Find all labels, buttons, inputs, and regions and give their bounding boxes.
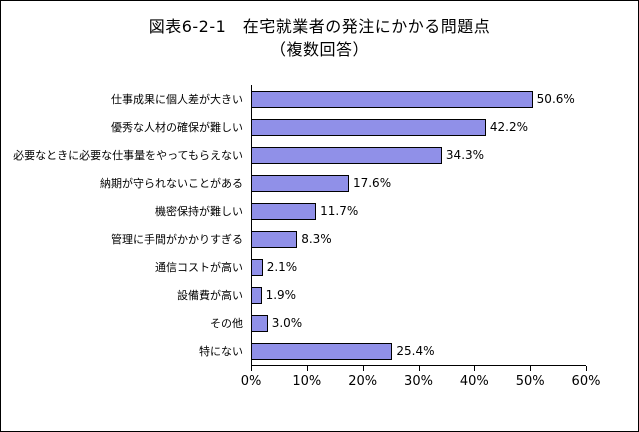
x-axis-tick [362, 366, 364, 371]
bar-track: 50.6% [251, 85, 585, 113]
bar [251, 202, 317, 220]
bar-track: 8.3% [251, 225, 585, 253]
bar-track: 42.2% [251, 113, 585, 141]
category-label: 通信コストが高い [155, 261, 243, 274]
x-axis-tick [530, 366, 532, 371]
x-axis-tick [474, 366, 476, 371]
x-axis-tick-label: 50% [515, 374, 545, 389]
value-label: 3.0% [271, 316, 303, 330]
bar-track: 2.1% [251, 253, 585, 281]
x-axis-tick [418, 366, 420, 371]
x-axis: 0% 10% 20% 30% 40% 50% 60% [241, 365, 600, 394]
category-label: 仕事成果に個人差が大きい [111, 93, 243, 106]
bars-container: 仕事成果に個人差が大きい 50.6% 優秀な人材の確保が難しい 42.2% 必要なときに… [1, 85, 638, 365]
bar [251, 314, 268, 332]
x-axis-tick [251, 366, 252, 371]
x-axis-tick-label: 30% [404, 374, 433, 389]
bar [251, 118, 486, 136]
chart-title: 図表6-2-1 在宅就業者の発注にかかる問題点 （複数回答） [1, 1, 638, 61]
bar-track: 17.6% [251, 169, 585, 197]
category-label: 特にない [199, 345, 243, 358]
bar-row: 優秀な人材の確保が難しい 42.2% [1, 113, 638, 141]
chart-title-line-1: 図表6-2-1 在宅就業者の発注にかかる問題点 [148, 17, 491, 36]
category-label: 優秀な人材の確保が難しい [111, 121, 243, 134]
category-label: 設備費が高い [177, 289, 243, 302]
x-axis-tick-label: 40% [459, 374, 489, 389]
category-label: 管理に手間がかかりすぎる [111, 233, 243, 246]
bar-track: 34.3% [251, 141, 585, 169]
bar-row: 特にない 25.4% [1, 337, 638, 365]
x-axis-tick [306, 366, 308, 371]
bar [251, 342, 393, 360]
value-label: 1.9% [265, 288, 297, 302]
bar-row: その他 3.0% [1, 309, 638, 337]
value-label: 17.6% [352, 176, 392, 190]
bar-track: 25.4% [251, 337, 585, 365]
bar-track: 1.9% [251, 281, 585, 309]
bar [251, 230, 298, 248]
x-axis-tick-label: 10% [292, 374, 322, 389]
x-axis-tick-label: 20% [348, 374, 378, 389]
chart-title-line-2: （複数回答） [269, 40, 369, 59]
x-axis-tick-label: 60% [571, 374, 601, 389]
bar-row: 必要なときに必要な仕事量をやってもらえない 34.3% [1, 141, 638, 169]
x-axis-tick-label: 0% [240, 374, 262, 389]
bar-track: 3.0% [251, 309, 585, 337]
bar-row: 納期が守られないことがある 17.6% [1, 169, 638, 197]
y-axis-line [251, 85, 252, 366]
value-label: 2.1% [266, 260, 298, 274]
category-label: 必要なときに必要な仕事量をやってもらえない [13, 149, 243, 162]
bar [251, 286, 262, 304]
value-label: 34.3% [445, 148, 485, 162]
bar [251, 258, 263, 276]
value-label: 25.4% [396, 344, 435, 358]
bar [251, 146, 442, 164]
bar [251, 174, 349, 192]
value-label: 8.3% [301, 232, 332, 246]
x-axis-tick [586, 366, 587, 371]
category-label: 納期が守られないことがある [100, 177, 243, 190]
bar-row: 仕事成果に個人差が大きい 50.6% [1, 85, 638, 113]
bar [251, 90, 533, 108]
bar-track: 11.7% [251, 197, 585, 225]
plot-area: 仕事成果に個人差が大きい 50.6% 優秀な人材の確保が難しい 42.2% 必要なときに… [1, 85, 638, 394]
value-label: 11.7% [320, 204, 359, 218]
bar-row: 設備費が高い 1.9% [1, 281, 638, 309]
bar-row: 管理に手間がかかりすぎる 8.3% [1, 225, 638, 253]
bar-row: 通信コストが高い 2.1% [1, 253, 638, 281]
value-label: 42.2% [489, 120, 529, 134]
category-label: 機密保持が難しい [155, 205, 243, 218]
value-label: 50.6% [536, 92, 575, 106]
bar-row: 機密保持が難しい 11.7% [1, 197, 638, 225]
category-label: その他 [210, 317, 243, 330]
